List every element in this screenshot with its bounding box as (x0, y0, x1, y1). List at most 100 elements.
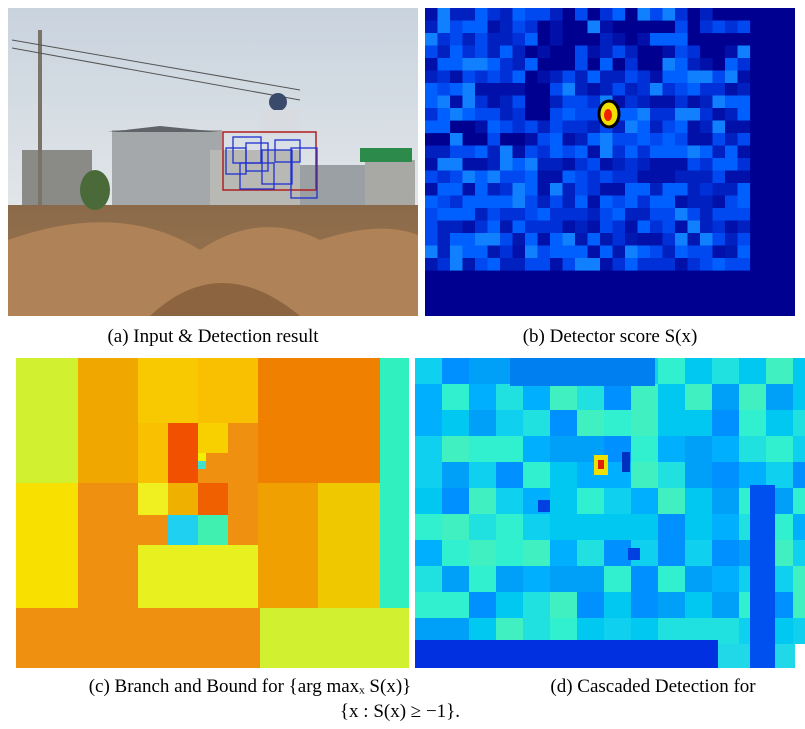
heat-cell (738, 58, 751, 71)
heat-cell (538, 500, 550, 512)
heat-cell (613, 246, 626, 259)
heat-cell (438, 183, 451, 196)
heat-cell (538, 183, 551, 196)
caption-shared-line: {x : S(x) ≥ −1}. (340, 701, 460, 722)
heat-cell (712, 488, 739, 514)
heat-cell (513, 58, 526, 71)
heat-cell (450, 258, 463, 271)
heat-cell (738, 196, 751, 209)
heat-cell (675, 8, 688, 21)
heat-cell (513, 146, 526, 159)
heat-cell (425, 258, 438, 271)
heat-cell (700, 146, 713, 159)
heat-cell (463, 46, 476, 59)
heat-cell (575, 183, 588, 196)
heat-cell (700, 121, 713, 134)
heat-cell (685, 462, 712, 488)
heat-cell (625, 233, 638, 246)
heat-cell (738, 258, 751, 271)
score-heatmap (425, 8, 795, 316)
heat-cell (675, 258, 688, 271)
heat-cell (575, 96, 588, 109)
heat-cell (575, 121, 588, 134)
heat-cell (538, 171, 551, 184)
heat-cell (700, 258, 713, 271)
heat-cell (738, 246, 751, 259)
heat-cell (712, 384, 739, 410)
heat-cell (738, 83, 751, 96)
heat-cell (738, 71, 751, 84)
heat-cell (496, 462, 523, 488)
heat-cell (450, 221, 463, 234)
heat-cell (588, 46, 601, 59)
heat-cell (425, 121, 438, 134)
heat-cell (738, 158, 751, 171)
heat-cell (685, 436, 712, 462)
heat-cell (628, 548, 640, 560)
heat-cell (663, 246, 676, 259)
heat-cell (438, 121, 451, 134)
heat-cell (588, 83, 601, 96)
heat-cell (685, 566, 712, 592)
heat-cell (613, 158, 626, 171)
heat-cell (625, 133, 638, 146)
heat-cell (500, 83, 513, 96)
heat-cell (700, 108, 713, 121)
heat-cell (712, 436, 739, 462)
heat-cell (438, 208, 451, 221)
heat-cell (700, 233, 713, 246)
heat-cell (713, 108, 726, 121)
heat-cell (700, 133, 713, 146)
heat-cell (463, 233, 476, 246)
heat-cell (415, 358, 442, 384)
heat-cell (550, 171, 563, 184)
heat-cell (613, 208, 626, 221)
heat-cell (488, 258, 501, 271)
heat-cell (425, 171, 438, 184)
heat-cell (725, 121, 738, 134)
heat-cell (650, 83, 663, 96)
heat-cell (600, 146, 613, 159)
heat-cell (600, 71, 613, 84)
heat-cell (675, 121, 688, 134)
heat-cell (713, 258, 726, 271)
heat-cell (525, 146, 538, 159)
heat-cell (588, 146, 601, 159)
heat-cell (500, 8, 513, 21)
heat-cell (725, 133, 738, 146)
heat-cell (538, 258, 551, 271)
heat-cell (604, 488, 631, 514)
heat-cell (675, 96, 688, 109)
heat-cell (638, 171, 651, 184)
heat-cell (725, 258, 738, 271)
heat-cell (588, 258, 601, 271)
heat-cell (712, 566, 739, 592)
heat-cell (650, 196, 663, 209)
heat-cell (438, 108, 451, 121)
heat-cell (575, 58, 588, 71)
heat-cell (675, 71, 688, 84)
heat-cell (700, 71, 713, 84)
heat-cell (600, 258, 613, 271)
heat-cell (793, 410, 805, 436)
heat-cell (525, 246, 538, 259)
heat-cell (469, 436, 496, 462)
heat-cell (663, 171, 676, 184)
heat-cell (638, 233, 651, 246)
heat-cell (738, 108, 751, 121)
heat-cell (663, 121, 676, 134)
heat-cell (738, 221, 751, 234)
heat-cell (525, 208, 538, 221)
heat-cell (638, 183, 651, 196)
heat-cell (725, 46, 738, 59)
heat-cell (488, 83, 501, 96)
heat-cell (700, 208, 713, 221)
heat-cell (463, 108, 476, 121)
heat-cell (496, 566, 523, 592)
heat-cell (450, 233, 463, 246)
heat-cell (663, 108, 676, 121)
heat-cell (450, 171, 463, 184)
heat-cell (523, 540, 550, 566)
heat-cell (563, 146, 576, 159)
heat-cell (688, 183, 701, 196)
